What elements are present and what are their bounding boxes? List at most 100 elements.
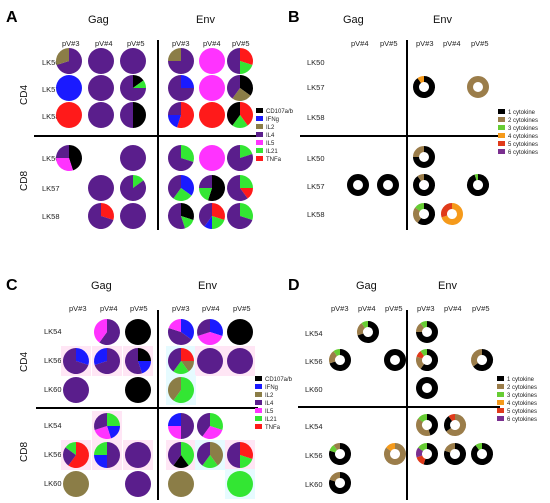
pie-slice: [181, 145, 194, 163]
pie-slice: [167, 442, 181, 466]
pie-slice: [212, 216, 225, 229]
pie-chart: [168, 48, 194, 74]
pie-grid-c: [61, 319, 255, 499]
pie-slice: [168, 327, 192, 345]
donut-segment: [329, 443, 351, 465]
row-label: LK54: [305, 422, 323, 431]
legend-swatch: [256, 156, 263, 161]
donut-segment: [333, 443, 341, 451]
legend-swatch: [256, 132, 263, 137]
legend-label: IL5: [266, 141, 275, 147]
pie-slice: [101, 203, 114, 221]
donut-chart: [413, 203, 435, 225]
pie-slice: [94, 455, 107, 468]
pie-chart: [166, 375, 196, 405]
donut-segment: [329, 349, 351, 371]
column-header: pV#4: [358, 304, 376, 313]
pie-chart: [225, 440, 255, 470]
row-label: LK58: [307, 210, 325, 219]
pie-slice: [167, 377, 181, 401]
donut-segment: [441, 203, 453, 218]
pie-chart: [120, 175, 147, 202]
donut-segment: [417, 76, 425, 84]
donut-chart: [329, 443, 351, 465]
pie-slice: [120, 48, 146, 74]
donut-chart: [467, 173, 489, 196]
pie-slice: [94, 413, 107, 431]
donut-chart: [471, 443, 493, 465]
donut-segment: [384, 443, 406, 465]
pie-grid-a: [56, 48, 254, 230]
column-header: pV#4: [203, 39, 221, 48]
pie-chart: [198, 203, 225, 229]
column-header: pV#5: [232, 39, 250, 48]
legend-swatch: [256, 116, 263, 121]
pie-slice: [63, 377, 89, 403]
legend-swatch: [256, 124, 263, 129]
pie-slice: [76, 348, 89, 366]
pie-slice: [176, 101, 195, 128]
legend-label: IL4: [265, 401, 274, 407]
legend-label: CD107a/b: [265, 377, 293, 383]
pie-slice: [56, 158, 74, 171]
donut-segment: [420, 349, 438, 371]
pie-slice: [138, 361, 151, 374]
column-header: pV#5: [380, 39, 398, 48]
legend-label: 3 cytokines: [507, 393, 537, 399]
donut-segment: [413, 146, 425, 158]
donut-chart: [384, 349, 406, 371]
column-header: pV#5: [130, 304, 148, 313]
pie-slice: [240, 75, 254, 96]
donut-segment: [418, 414, 428, 423]
column-header: pV#3: [172, 304, 190, 313]
donut-segment: [446, 414, 466, 436]
pie-chart: [196, 413, 223, 439]
pie-slice: [197, 319, 210, 337]
donut-segment: [386, 443, 396, 452]
column-header: pV#3: [172, 39, 190, 48]
pie-chart: [168, 101, 195, 128]
donut-segment: [467, 174, 489, 196]
pie-chart: [120, 145, 146, 171]
pie-slice: [210, 441, 224, 466]
donut-segment: [413, 146, 435, 168]
legend-label: IL4: [266, 133, 275, 139]
pie-chart: [92, 411, 122, 441]
pie-slice: [207, 175, 226, 202]
donut-chart: [444, 443, 466, 465]
pie-slice: [197, 332, 223, 345]
column-header: pV#5: [385, 304, 403, 313]
legend-swatch: [255, 424, 262, 429]
donut-segment: [475, 443, 483, 451]
pie-slice: [120, 75, 146, 101]
panel-label-a: A: [6, 9, 18, 26]
row-label: LK57: [42, 184, 60, 193]
legend-label: IL2: [265, 393, 274, 399]
panel-label-d: D: [288, 277, 300, 294]
row-label: LK56: [44, 356, 62, 365]
pie-chart: [166, 346, 196, 376]
pie-slice: [88, 48, 114, 74]
pie-slice: [99, 319, 120, 345]
pie-chart: [61, 346, 91, 376]
pie-slice: [198, 203, 212, 227]
pie-slice: [125, 471, 151, 497]
pie-chart: [226, 203, 253, 229]
legend-label: 2 cytokines: [507, 385, 537, 391]
donut-segment: [416, 455, 426, 465]
legend-swatch: [498, 133, 505, 138]
pie-slice: [212, 203, 225, 221]
donut-chart: [357, 321, 379, 343]
pie-chart: [226, 145, 253, 171]
pie-slice: [125, 319, 151, 345]
pie-slice: [199, 188, 212, 201]
pie-slice: [168, 426, 181, 439]
group-header-env: Env: [198, 280, 217, 292]
donut-segment: [347, 174, 369, 196]
donut-chart: [467, 76, 489, 98]
legend-label: 1 cytokine: [508, 110, 536, 116]
donut-segment: [426, 414, 438, 436]
pie-slice: [68, 442, 89, 468]
pie-slice: [138, 348, 151, 361]
pie-slice: [181, 319, 195, 340]
